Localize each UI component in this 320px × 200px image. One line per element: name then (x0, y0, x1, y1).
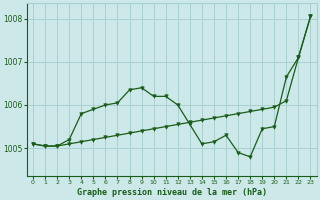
X-axis label: Graphe pression niveau de la mer (hPa): Graphe pression niveau de la mer (hPa) (77, 188, 267, 197)
